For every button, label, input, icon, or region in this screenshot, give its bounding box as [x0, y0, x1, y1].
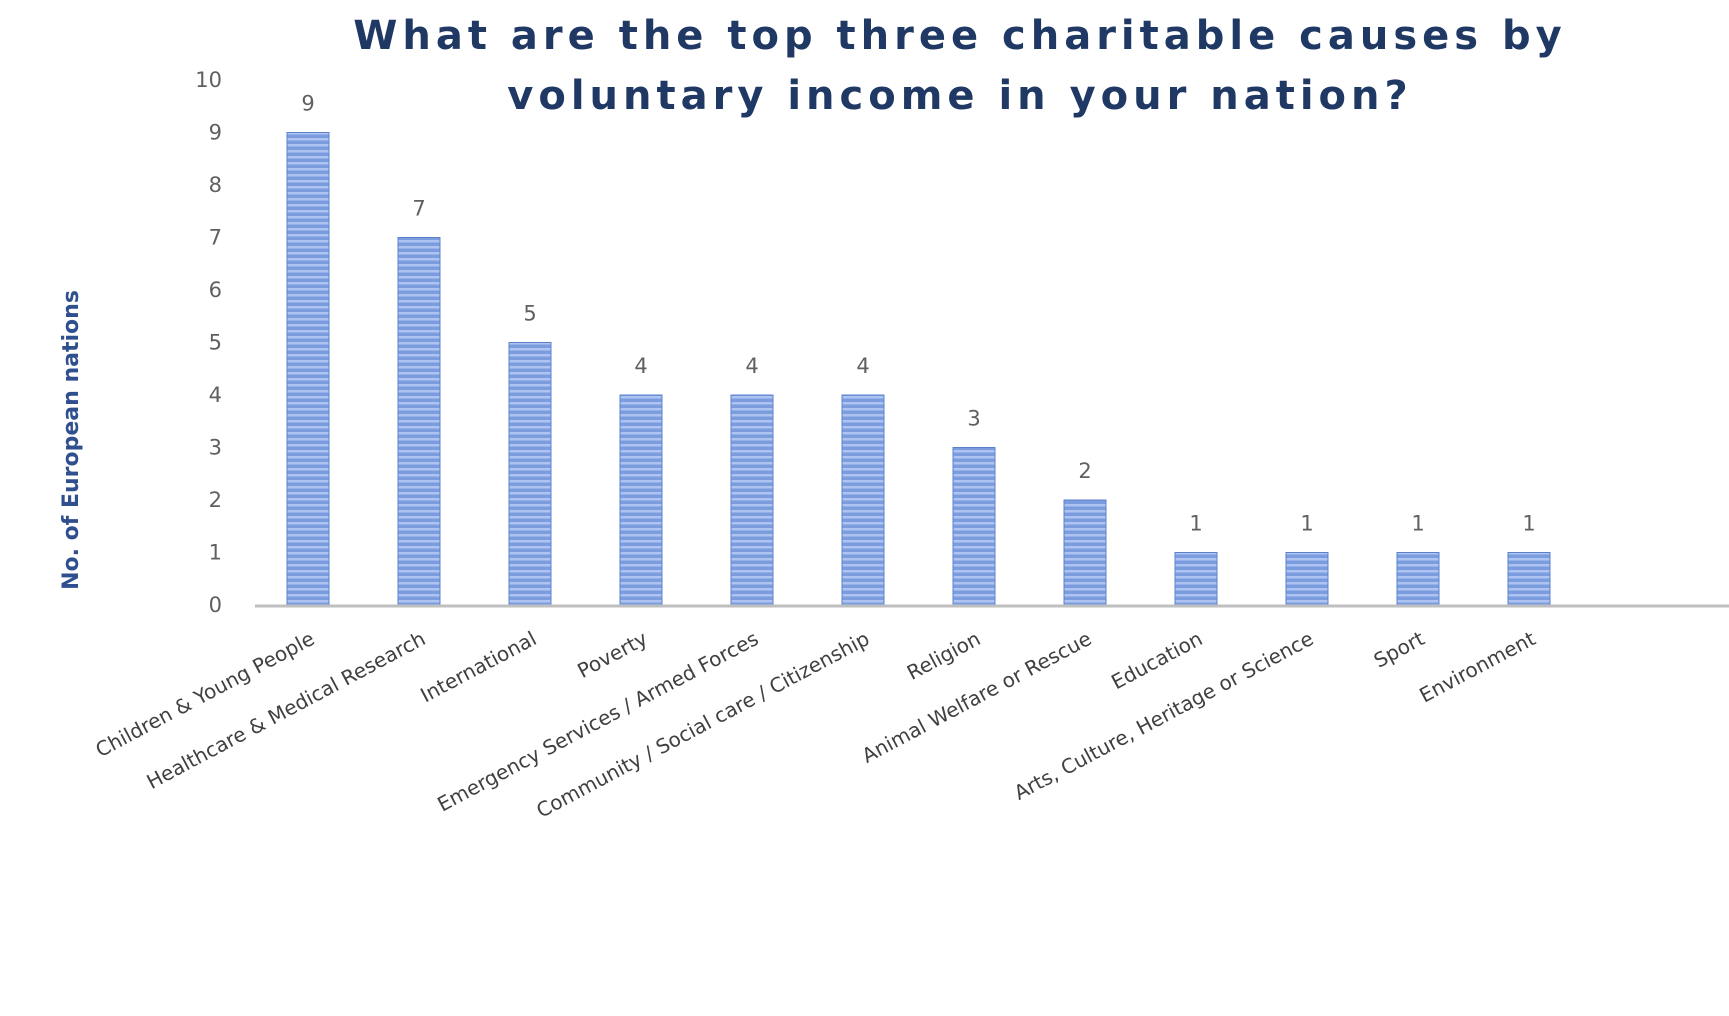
data-label: 7: [412, 197, 425, 221]
y-tick-label: 3: [209, 436, 222, 460]
data-label: 1: [1522, 512, 1535, 536]
y-tick-label: 1: [209, 541, 222, 565]
bar: [1285, 552, 1329, 606]
y-tick-label: 4: [209, 383, 222, 407]
y-axis-label: No. of European nations: [59, 290, 84, 590]
bar: [730, 394, 774, 606]
x-tick-label: Education: [1107, 626, 1206, 694]
x-tick-label: International: [416, 626, 540, 707]
data-label: 4: [856, 354, 869, 378]
bar: [1507, 552, 1551, 606]
chart-title: What are the top three charitable causes…: [353, 13, 1567, 119]
data-label: 5: [523, 302, 536, 326]
bar: [1174, 552, 1218, 606]
y-tick-label: 6: [209, 278, 222, 302]
bar: [841, 394, 885, 606]
data-label: 9: [301, 92, 314, 116]
data-label: 4: [634, 354, 647, 378]
data-label: 2: [1078, 459, 1091, 483]
y-tick-label: 9: [209, 121, 222, 145]
y-tick-label: 8: [209, 173, 222, 197]
bar: [1063, 499, 1107, 606]
data-label: 3: [967, 407, 980, 431]
y-tick-label: 10: [195, 68, 222, 92]
data-label: 1: [1300, 512, 1313, 536]
x-tick-label: Religion: [903, 626, 985, 685]
bar: [397, 237, 441, 606]
bar: [286, 132, 330, 606]
x-tick-label: Poverty: [573, 626, 651, 683]
y-tick-label: 7: [209, 226, 222, 250]
y-tick-label: 0: [209, 593, 222, 617]
x-tick-label: Sport: [1370, 626, 1429, 672]
bar: [619, 394, 663, 606]
y-tick-label: 5: [209, 331, 222, 355]
x-tick-label: Environment: [1415, 626, 1539, 707]
bar: [1396, 552, 1440, 606]
data-label: 1: [1189, 512, 1202, 536]
data-label: 1: [1411, 512, 1424, 536]
data-label: 4: [745, 354, 758, 378]
bar: [952, 447, 996, 606]
bar: [508, 342, 552, 606]
y-tick-label: 2: [209, 488, 222, 512]
